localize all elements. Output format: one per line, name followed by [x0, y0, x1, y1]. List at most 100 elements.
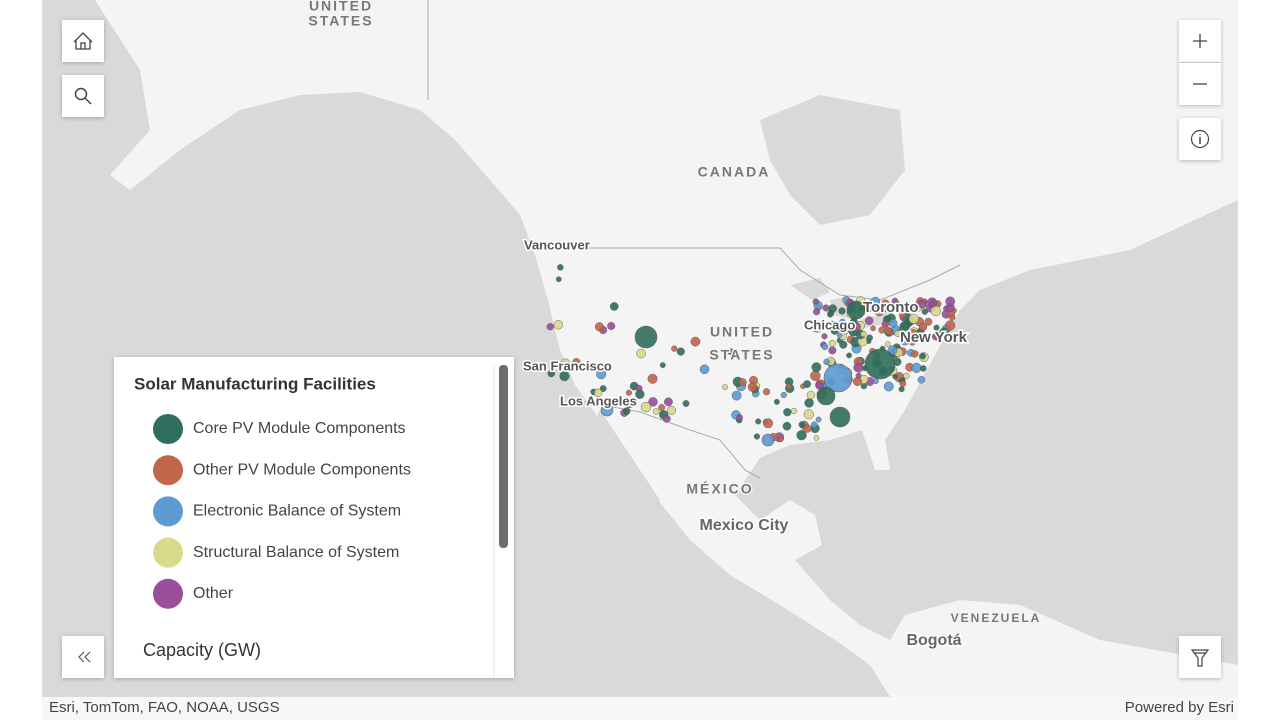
legend-label: Other [193, 585, 234, 602]
scrollbar[interactable] [499, 365, 508, 548]
facility-dot [822, 304, 830, 312]
facility-dot [853, 362, 863, 373]
facility-dot [658, 404, 666, 411]
land [95, 0, 1238, 697]
facility-dot [625, 389, 632, 396]
facility-dot [846, 300, 866, 320]
facility-dot [933, 324, 940, 331]
facility-dot [599, 385, 607, 392]
facility-dot [836, 332, 843, 338]
facility-dot [747, 382, 758, 392]
facility-dot [815, 416, 822, 423]
map-label: UNITED [710, 324, 774, 340]
facility-dot [572, 358, 581, 367]
facility-dot [806, 390, 816, 400]
facility-dot [864, 348, 896, 380]
facility-dot [593, 388, 603, 397]
facility-dot [927, 297, 938, 308]
facility-dot [622, 407, 631, 415]
facility-dot [664, 397, 673, 407]
city-label: Vancouver [524, 237, 590, 252]
facility-dot [731, 390, 742, 401]
facility-dot [773, 398, 780, 405]
powered-by[interactable]: Powered by Esri [1125, 699, 1234, 716]
facility-dot [790, 407, 798, 415]
facility-dot [918, 322, 928, 332]
city-label: Mexico City [700, 517, 789, 534]
city-label: Bogotá [906, 632, 961, 649]
filter-button[interactable] [1179, 636, 1221, 678]
facility-dot [816, 321, 825, 330]
facility-dot [811, 362, 822, 373]
map-label: STATES [308, 13, 373, 29]
legend-swatch [153, 414, 183, 444]
facility-dot [727, 348, 734, 355]
facility-dot [870, 325, 876, 332]
facility-dot [883, 381, 894, 392]
facility-dot [659, 362, 666, 368]
facility-dot [811, 324, 819, 332]
facility-dot [813, 435, 820, 441]
facility-dot [823, 358, 830, 366]
facility-dot [924, 317, 933, 326]
facility-dot [555, 276, 562, 283]
info-button[interactable] [1179, 118, 1221, 160]
facility-dot [944, 320, 956, 331]
facility-dot [898, 386, 905, 393]
zoom-in-button[interactable] [1179, 20, 1221, 62]
facility-dot [559, 371, 570, 382]
home-button[interactable] [62, 20, 104, 62]
map-label: VENEZUELA [951, 611, 1042, 625]
gulf-of-california [595, 410, 660, 505]
map-label: MÉXICO [686, 481, 753, 497]
facility-dot [838, 307, 846, 315]
facility-dot [839, 340, 848, 349]
facility-dot [945, 296, 956, 307]
facility-dot [816, 386, 836, 406]
facility-dot [917, 375, 926, 384]
city-label: Los Angeles [560, 393, 637, 408]
facility-dot [546, 323, 554, 331]
city-label: San Francisco [523, 358, 612, 373]
facility-dot [903, 372, 910, 380]
facility-dot [883, 315, 891, 323]
collapse-button[interactable] [62, 636, 104, 678]
facility-dot [736, 414, 743, 421]
facility-dot [919, 352, 926, 360]
facility-dot [782, 421, 792, 431]
facility-dot [908, 304, 915, 311]
facility-dot [780, 391, 787, 399]
facility-dot [609, 302, 619, 311]
facility-dot [821, 333, 828, 340]
facility-dot [557, 264, 564, 271]
facility-dot [920, 365, 927, 372]
search-button[interactable] [62, 75, 104, 117]
facility-dot [662, 414, 671, 423]
facility-dot [600, 403, 614, 417]
facility-dot [738, 378, 747, 387]
hudson-bay [760, 95, 905, 225]
legend-label: Core PV Module Components [193, 420, 406, 437]
facility-dot [796, 430, 807, 441]
legend-panel: Solar Manufacturing Facilities Core PV M… [114, 357, 514, 678]
facility-dot [829, 320, 838, 329]
facility-dot [899, 380, 907, 388]
facility-dot [911, 350, 919, 358]
legend-swatch [153, 496, 183, 527]
facility-dot [553, 320, 564, 330]
facility-dot [829, 406, 851, 428]
city-label: New York [900, 329, 968, 346]
zoom-out-button[interactable] [1179, 63, 1221, 105]
facility-dot [917, 299, 928, 309]
facility-dot [761, 433, 775, 447]
facility-dot [804, 398, 814, 408]
facility-dot [561, 361, 567, 368]
facility-dot [803, 409, 814, 420]
facility-dot [810, 370, 821, 381]
facility-dot [884, 326, 893, 335]
legend-label: Electronic Balance of System [193, 503, 401, 520]
facility-dot [762, 388, 771, 396]
facility-dot [884, 341, 891, 348]
facility-dot [894, 330, 902, 338]
facility-dot [850, 321, 861, 333]
